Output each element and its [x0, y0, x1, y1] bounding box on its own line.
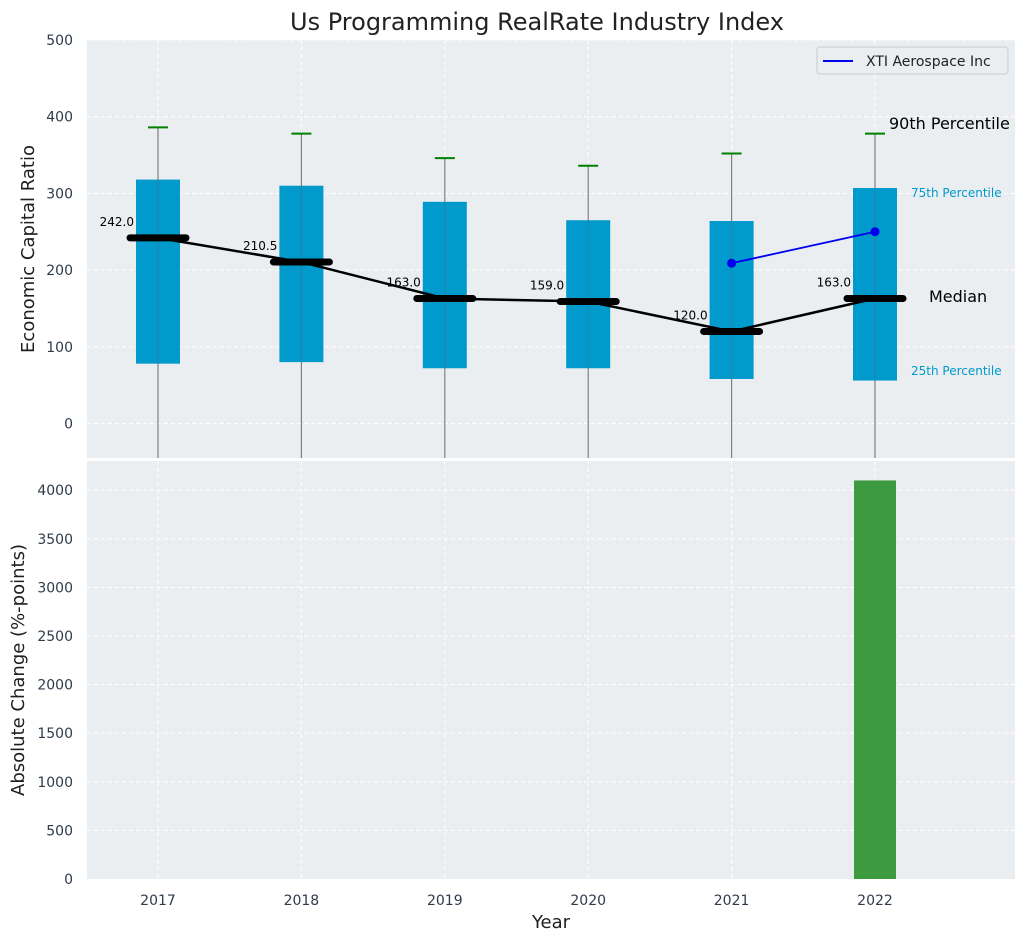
- p90-annotation: 90th Percentile: [889, 114, 1010, 133]
- median-annotation: Median: [929, 287, 987, 306]
- bar-layer: [854, 480, 896, 879]
- bottom-y-tick-label: 1500: [37, 726, 73, 742]
- boxplot-layer: [126, 126, 907, 458]
- x-axis-title: Year: [531, 912, 571, 933]
- median-trend-layer: 242.0 210.5 163.0 159.0 120.0 163.0: [100, 215, 876, 333]
- bottom-y-tick-label: 2500: [37, 629, 73, 645]
- bottom-y-tick-label: 1000: [37, 775, 73, 791]
- bottom-y-axis-title: Absolute Change (%-points): [8, 544, 29, 796]
- bottom-y-tick-label: 3000: [37, 580, 73, 596]
- top-y-ticks: 0 100 200 300 400 500: [46, 33, 73, 432]
- median-value-label-2022: 163.0: [817, 275, 851, 289]
- top-y-tick-label: 400: [46, 110, 73, 126]
- x-tick-label-2021: 2021: [714, 893, 750, 909]
- bar-2022: [854, 480, 896, 879]
- x-ticks: 2017 2018 2019 2020 2021 2022: [140, 893, 893, 909]
- median-value-label-2019: 163.0: [386, 275, 420, 289]
- company-point-2021: [727, 258, 737, 268]
- bottom-y-tick-label: 2000: [37, 678, 73, 694]
- median-value-label-2018: 210.5: [243, 239, 277, 253]
- company-series-layer: [727, 227, 880, 268]
- top-y-tick-label: 200: [46, 263, 73, 279]
- p75-annotation: 75th Percentile: [911, 186, 1002, 200]
- x-tick-label-2018: 2018: [284, 893, 320, 909]
- median-value-label-2020: 159.0: [530, 279, 564, 293]
- bottom-y-ticks: 0 500 1000 1500 2000 2500 3000 3500 4000: [37, 483, 73, 888]
- x-tick-label-2022: 2022: [857, 893, 893, 909]
- top-y-axis-title: Economic Capital Ratio: [18, 145, 39, 353]
- top-y-tick-label: 100: [46, 340, 73, 356]
- top-y-tick-label: 0: [64, 416, 73, 432]
- median-trend-line: [157, 236, 876, 333]
- legend-entry-xti: XTI Aerospace Inc: [866, 54, 991, 70]
- x-tick-label-2020: 2020: [570, 893, 606, 909]
- median-value-label-2017: 242.0: [100, 215, 134, 229]
- bottom-y-tick-label: 0: [64, 872, 73, 888]
- x-tick-label-2017: 2017: [140, 893, 176, 909]
- company-series-line: [731, 230, 876, 265]
- company-point-2022: [870, 227, 880, 237]
- top-y-tick-label: 500: [46, 33, 73, 49]
- top-y-tick-label: 300: [46, 186, 73, 202]
- legend: XTI Aerospace Inc: [816, 46, 1009, 75]
- bottom-y-tick-label: 4000: [37, 483, 73, 499]
- x-tick-label-2019: 2019: [427, 893, 463, 909]
- p25-annotation: 25th Percentile: [911, 364, 1002, 378]
- bottom-y-tick-label: 3500: [37, 532, 73, 548]
- median-value-label-2021: 120.0: [673, 308, 707, 322]
- chart-title: Us Programming RealRate Industry Index: [290, 8, 784, 36]
- bottom-y-tick-label: 500: [46, 823, 73, 839]
